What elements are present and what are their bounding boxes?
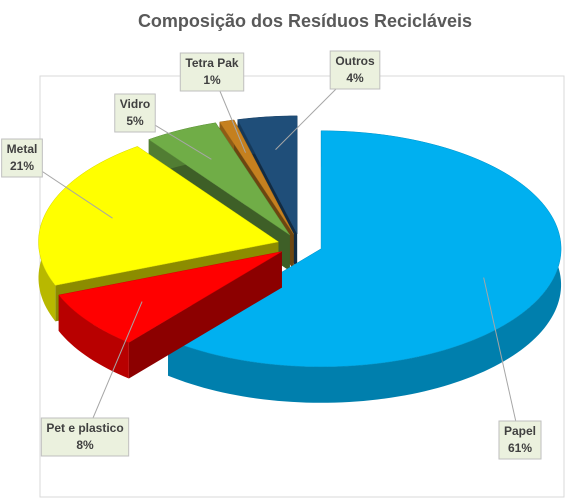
slices — [38, 115, 562, 403]
chart-title: Composição dos Resíduos Recicláveis — [138, 11, 472, 31]
label-value: 1% — [203, 73, 221, 87]
leader-line — [483, 277, 521, 441]
slice — [167, 130, 562, 403]
label-value: 5% — [126, 114, 144, 128]
slice-side — [58, 295, 129, 379]
slice-top — [219, 119, 294, 235]
slice — [58, 251, 283, 379]
label-name: Outros — [335, 54, 375, 68]
slice-top — [167, 130, 562, 368]
slice-top — [58, 251, 283, 343]
leader-line — [84, 301, 143, 438]
label-name: Papel — [504, 424, 536, 438]
label-name: Tetra Pak — [185, 56, 238, 70]
label-box — [40, 417, 130, 457]
label-value: 21% — [10, 159, 34, 173]
label-name: Metal — [7, 142, 38, 156]
slice-top — [237, 115, 298, 235]
slice-top — [38, 146, 280, 286]
label-value: 61% — [508, 441, 532, 455]
label-value: 8% — [76, 438, 94, 452]
label-box — [329, 50, 381, 90]
label-value: 4% — [346, 71, 364, 85]
labels: Papel 61% Pet e plastico 8% Metal 21% Vidro 5% T… — [1, 50, 542, 460]
label-name: Vidro — [120, 97, 150, 111]
label-box — [114, 93, 156, 133]
label-box — [498, 420, 542, 460]
label-box — [179, 52, 245, 92]
label-box — [1, 138, 43, 178]
slice-top — [148, 122, 291, 236]
label-name: Pet e plastico — [46, 421, 123, 435]
slice-side — [168, 130, 562, 403]
